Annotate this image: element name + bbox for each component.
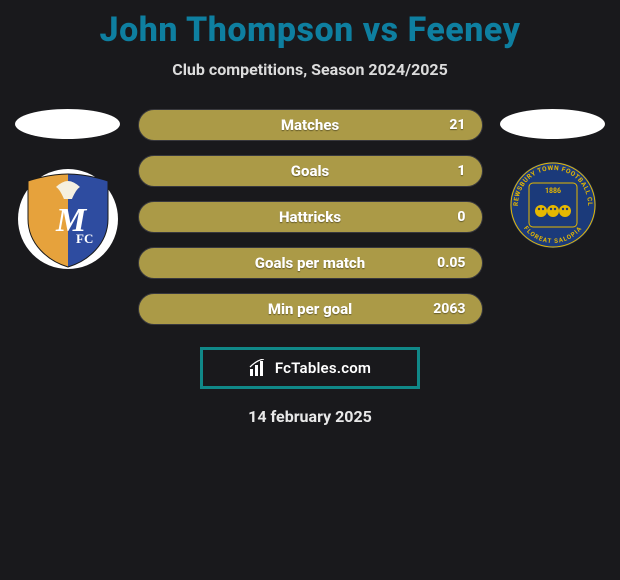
stat-value-right: 2063 [433, 301, 465, 317]
stat-value-right: 0 [457, 209, 465, 225]
player2-club-logo: SHREWSBURY TOWN FOOTBALL CLUB FLOREAT SA… [503, 161, 603, 253]
stat-value-right: 21 [449, 117, 465, 133]
date-text: 14 february 2025 [0, 407, 620, 426]
page-title: John Thompson vs Feeney [0, 0, 620, 50]
stat-label: Goals per match [255, 254, 365, 272]
stat-label: Matches [281, 116, 339, 134]
stat-row-goals: Goals 1 [138, 155, 483, 187]
stat-row-min-per-goal: Min per goal 2063 [138, 293, 483, 325]
club-left-suffix: FC [76, 231, 93, 246]
fctables-attribution[interactable]: FcTables.com [200, 347, 420, 389]
stats-column: Matches 21 Goals 1 Hattricks 0 Goals per… [138, 109, 483, 325]
right-column: SHREWSBURY TOWN FOOTBALL CLUB FLOREAT SA… [498, 109, 608, 253]
player2-photo-placeholder [500, 109, 605, 139]
stat-label: Min per goal [268, 300, 352, 318]
player1-photo-placeholder [15, 109, 120, 139]
stat-row-matches: Matches 21 [138, 109, 483, 141]
player1-club-logo: M FC [18, 169, 118, 273]
left-column: M FC [13, 109, 123, 273]
stat-label: Hattricks [279, 208, 341, 226]
stat-value-right: 1 [457, 163, 465, 179]
stat-row-goals-per-match: Goals per match 0.05 [138, 247, 483, 279]
stat-label: Goals [291, 162, 329, 180]
bar-chart-icon [249, 359, 269, 377]
stat-value-right: 0.05 [437, 255, 465, 271]
subtitle: Club competitions, Season 2024/2025 [0, 60, 620, 79]
fctables-label: FcTables.com [275, 359, 371, 377]
stat-row-hattricks: Hattricks 0 [138, 201, 483, 233]
svg-text:1886: 1886 [544, 187, 560, 195]
